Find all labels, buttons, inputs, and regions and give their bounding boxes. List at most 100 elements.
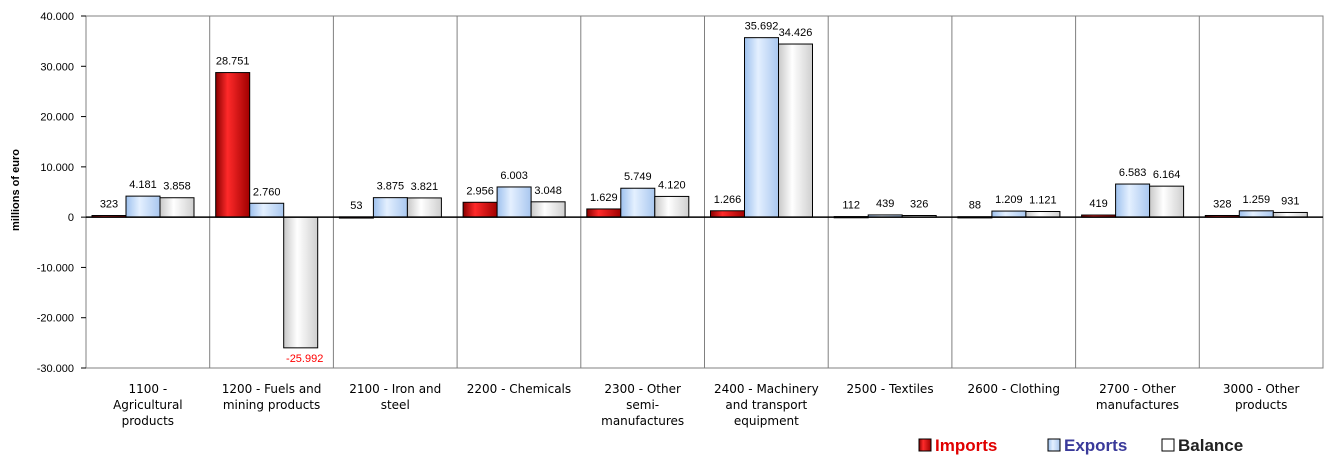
category-label: 1200 - Fuels and mining products: [222, 382, 322, 412]
category-label-line: 2200 - Chemicals: [467, 382, 571, 396]
category-label: 2400 - Machinery and transport equipment: [714, 382, 819, 428]
category-label: 2500 - Textiles: [847, 382, 934, 396]
category-label-line: 2100 - Iron and: [349, 382, 441, 396]
data-label: 3.858: [163, 181, 191, 193]
bar-exports: [1115, 183, 1151, 218]
category-label-line: 2600 - Clothing: [968, 382, 1060, 396]
bar-balance: [1149, 185, 1185, 218]
y-tick-label: -20.000: [37, 313, 74, 325]
y-tick-label: -30.000: [37, 363, 74, 375]
data-label: -25.992: [286, 353, 323, 365]
category-label-line: manufactures: [601, 414, 684, 428]
data-label: 5.749: [624, 171, 652, 183]
y-axis-label: millions of euro: [10, 149, 22, 231]
data-label: 931: [1281, 195, 1299, 207]
category-label-line: manufactures: [1096, 398, 1179, 412]
data-label: 53: [350, 200, 362, 212]
legend-swatch-exports: [1047, 438, 1061, 452]
bar-exports: [372, 197, 408, 218]
data-label: 6.164: [1153, 169, 1181, 181]
bar-balance: [778, 43, 813, 218]
category-label: 2200 - Chemicals: [467, 382, 571, 396]
category-label-line: 2500 - Textiles: [847, 382, 934, 396]
bar-exports: [496, 186, 532, 218]
data-label: 3.821: [411, 181, 439, 193]
bar-balance: [1025, 211, 1061, 218]
data-label: 6.003: [500, 170, 528, 182]
category-label: 1100 - Agricultural products: [113, 382, 183, 428]
category-label: 2600 - Clothing: [968, 382, 1060, 396]
legend-label-balance: Balance: [1178, 436, 1243, 455]
bar-exports: [125, 195, 161, 218]
category-label-line: 2300 - Other: [604, 382, 681, 396]
category-label: 3000 - Other products: [1223, 382, 1300, 412]
category-label-line: 2400 - Machinery: [714, 382, 819, 396]
data-label: 2.956: [466, 185, 494, 197]
bar-balance: [530, 201, 566, 218]
bar-imports: [462, 201, 498, 218]
category-label-line: and transport: [725, 398, 807, 412]
category-label: 2100 - Iron and steel: [349, 382, 441, 412]
data-label: 1.121: [1029, 195, 1057, 207]
data-label: 28.751: [216, 56, 250, 68]
data-label: 1.209: [995, 194, 1023, 206]
bar-balance: [283, 216, 319, 349]
data-label: 3.048: [534, 185, 562, 197]
legend: Imports Exports Balance: [918, 436, 1243, 455]
data-label: 4.120: [658, 179, 686, 191]
data-label: 6.583: [1119, 167, 1147, 179]
y-tick-label: -10.000: [37, 262, 74, 274]
y-tick-label: 20.000: [40, 112, 74, 124]
legend-swatch-imports: [918, 438, 932, 452]
data-label: 1.259: [1243, 194, 1271, 206]
bar-imports: [586, 208, 622, 218]
bar-exports: [249, 202, 285, 218]
data-label: 326: [910, 199, 928, 211]
legend-swatch-balance: [1161, 438, 1175, 452]
category-label-line: 3000 - Other: [1223, 382, 1300, 396]
bar-exports: [991, 210, 1027, 218]
data-label: 34.426: [779, 27, 813, 39]
category-label-line: semi-: [626, 398, 659, 412]
category-label-line: 1200 - Fuels and: [222, 382, 322, 396]
data-label: 88: [969, 200, 981, 212]
data-label: 328: [1213, 198, 1231, 210]
y-tick-label: 40.000: [40, 11, 74, 23]
category-label-line: steel: [381, 398, 410, 412]
data-label: 1.629: [590, 192, 618, 204]
bar-balance: [159, 197, 195, 218]
y-tick-label: 30.000: [40, 61, 74, 73]
category-label-line: equipment: [734, 414, 799, 428]
bar-balance: [654, 195, 690, 218]
data-label: 4.181: [129, 179, 157, 191]
bar-exports: [620, 187, 656, 218]
category-label-line: 2700 - Other: [1099, 382, 1176, 396]
y-tick-label: 10.000: [40, 162, 74, 174]
category-label-line: 1100 -: [129, 382, 168, 396]
data-label: 323: [100, 199, 118, 211]
bar-exports: [744, 37, 779, 218]
legend-label-imports: Imports: [935, 436, 997, 455]
data-label: 35.692: [745, 21, 779, 33]
data-label: 1.266: [714, 194, 742, 206]
bar-imports: [215, 72, 251, 218]
data-label: 3.875: [377, 181, 405, 193]
y-tick-label: 0: [68, 212, 74, 224]
data-label: 419: [1089, 198, 1107, 210]
category-label-line: Agricultural: [113, 398, 183, 412]
category-label-line: products: [122, 414, 174, 428]
plot-area: 40.000 30.000 20.000 10.000 0 -10.000 -20.000 -…: [37, 11, 1324, 428]
category-label-line: mining products: [223, 398, 320, 412]
category-label-line: products: [1235, 398, 1287, 412]
bar-exports: [1238, 210, 1274, 218]
data-label: 2.760: [253, 186, 281, 198]
legend-label-exports: Exports: [1064, 436, 1127, 455]
bar-imports: [710, 210, 745, 218]
bar-balance: [406, 197, 442, 218]
category-label: 2700 - Other manufactures: [1096, 382, 1179, 412]
category-label: 2300 - Other semi-manufactures: [601, 382, 684, 428]
data-label: 439: [876, 198, 894, 210]
data-label: 112: [842, 200, 860, 212]
